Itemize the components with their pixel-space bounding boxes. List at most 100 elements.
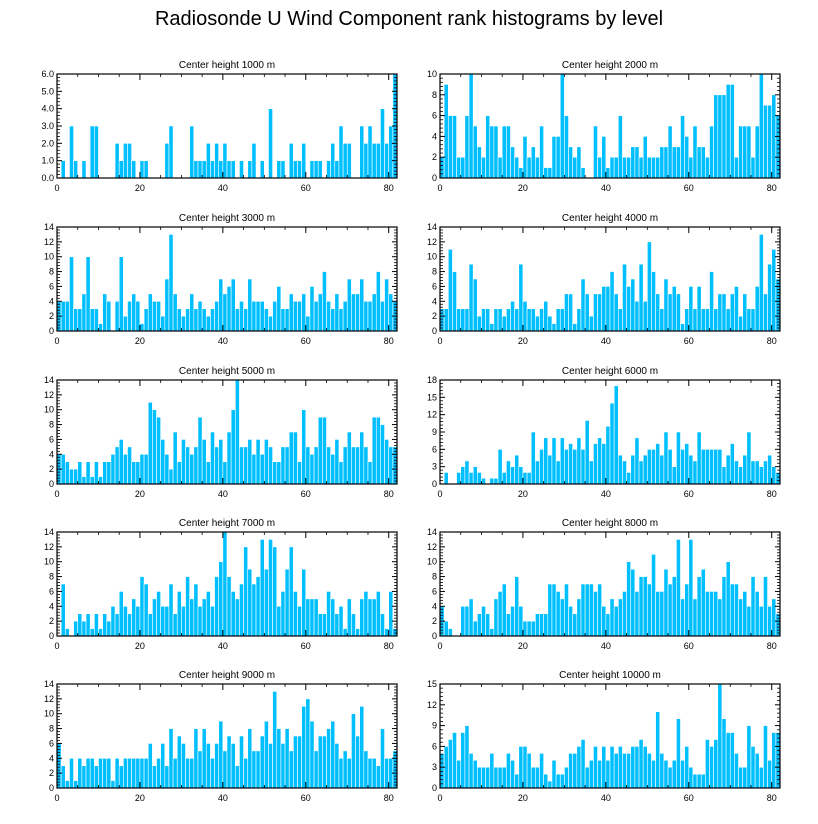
histogram-bar: [143, 583, 149, 637]
histogram-bar: [118, 591, 124, 637]
histogram-bar: [264, 439, 269, 485]
histogram-bar: [367, 598, 373, 637]
histogram-bar: [164, 765, 170, 789]
histogram-bar: [547, 780, 553, 789]
histogram-bar: [205, 315, 211, 332]
histogram-bar: [684, 136, 690, 179]
histogram-bar: [452, 115, 457, 179]
histogram-bar: [642, 454, 648, 485]
histogram-bar: [143, 757, 149, 789]
x-tick-label: 60: [301, 336, 311, 346]
histogram-bar: [359, 125, 365, 179]
x-tick-label: 60: [301, 183, 311, 193]
y-tick-label: 0: [432, 783, 437, 793]
x-tick-label: 20: [518, 793, 528, 803]
histogram-bar: [193, 728, 199, 789]
histogram-bar: [530, 766, 536, 789]
x-tick-label: 60: [684, 183, 694, 193]
y-tick-label: 3.0: [41, 121, 54, 131]
histogram-bar: [767, 759, 773, 789]
histogram-panel-1: Center height 1000 m 0.0 1.0 2.0 3.0 4.0 5.0 6.…: [41, 60, 398, 193]
histogram-bar: [172, 293, 178, 332]
histogram-bar: [729, 293, 735, 332]
histogram-bar: [234, 765, 240, 789]
histogram-bar: [647, 449, 652, 485]
histogram-bar: [655, 293, 661, 332]
histogram-bar: [371, 416, 377, 485]
histogram-bar: [102, 461, 108, 485]
histogram-bar: [359, 278, 365, 332]
histogram-bar: [447, 115, 453, 179]
histogram-panel-3: Center height 3000 m 0 2 4 6 8 10 12 14 0 20 40 60 80: [44, 213, 398, 346]
y-tick-label: 10: [44, 252, 54, 262]
panel-title: Center height 7000 m: [179, 518, 275, 529]
x-tick-label: 60: [301, 489, 311, 499]
histogram-bar: [272, 546, 278, 637]
histogram-bar: [371, 598, 377, 637]
histogram-bar: [518, 167, 524, 179]
histogram-bar: [313, 750, 319, 789]
histogram-bar: [547, 583, 553, 637]
plot-frame: [439, 73, 781, 179]
histogram-bar: [734, 286, 739, 332]
plot-frame: [439, 226, 781, 332]
histogram-bar: [555, 591, 561, 637]
histogram-bar: [580, 167, 586, 179]
histogram-bar: [456, 472, 462, 485]
histogram-bar: [659, 454, 665, 485]
histogram-bar: [131, 160, 137, 179]
histogram-bar: [56, 743, 62, 789]
histogram-bar: [713, 449, 719, 485]
histogram-bar: [717, 598, 723, 637]
histogram-bar: [334, 743, 340, 789]
histogram-bar: [152, 765, 157, 789]
histogram-bar: [539, 308, 544, 332]
histogram-bar: [771, 598, 777, 637]
histogram-bar: [555, 460, 561, 485]
histogram-bar: [655, 711, 661, 789]
histogram-bar: [264, 308, 269, 332]
histogram-bar: [251, 453, 257, 485]
histogram-bar: [667, 449, 673, 485]
histogram-bar: [338, 461, 344, 485]
x-tick-label: 0: [437, 183, 442, 193]
histogram-bar: [77, 308, 83, 332]
histogram-bar: [251, 300, 257, 332]
y-tick-label: 8: [49, 724, 54, 734]
histogram-bar: [330, 453, 336, 485]
histogram-bar: [89, 757, 95, 789]
histogram-bar: [576, 146, 582, 179]
histogram-bar: [139, 757, 145, 789]
histogram-bar: [526, 620, 532, 637]
histogram-bar: [247, 568, 253, 637]
histogram-bar: [651, 759, 656, 789]
histogram-bar: [510, 605, 515, 637]
histogram-bar: [729, 84, 735, 179]
histogram-bar: [168, 468, 174, 485]
histogram-bar: [69, 757, 74, 789]
histogram-bar: [81, 476, 87, 485]
histogram-bar: [243, 446, 249, 485]
histogram-bar: [493, 125, 499, 179]
histogram-bar: [156, 591, 161, 637]
histogram-bar: [559, 437, 565, 485]
histogram-bar: [680, 323, 685, 332]
histogram-bar: [147, 401, 153, 485]
histogram-bar: [139, 453, 145, 485]
histogram-bar: [588, 460, 594, 485]
histogram-bar: [226, 735, 232, 789]
histogram-bar: [239, 735, 244, 789]
histogram-bar: [147, 293, 153, 332]
histogram-bar: [630, 746, 636, 789]
x-tick-label: 20: [135, 793, 145, 803]
histogram-bar: [551, 323, 557, 332]
histogram-bar: [293, 160, 298, 179]
histogram-bar: [464, 605, 470, 637]
histogram-bar: [185, 308, 190, 332]
histogram-bar: [131, 293, 137, 332]
histogram-bar: [185, 446, 190, 485]
histogram-bar: [667, 125, 673, 179]
histogram-bar: [201, 728, 207, 789]
histogram-bar: [597, 759, 603, 789]
